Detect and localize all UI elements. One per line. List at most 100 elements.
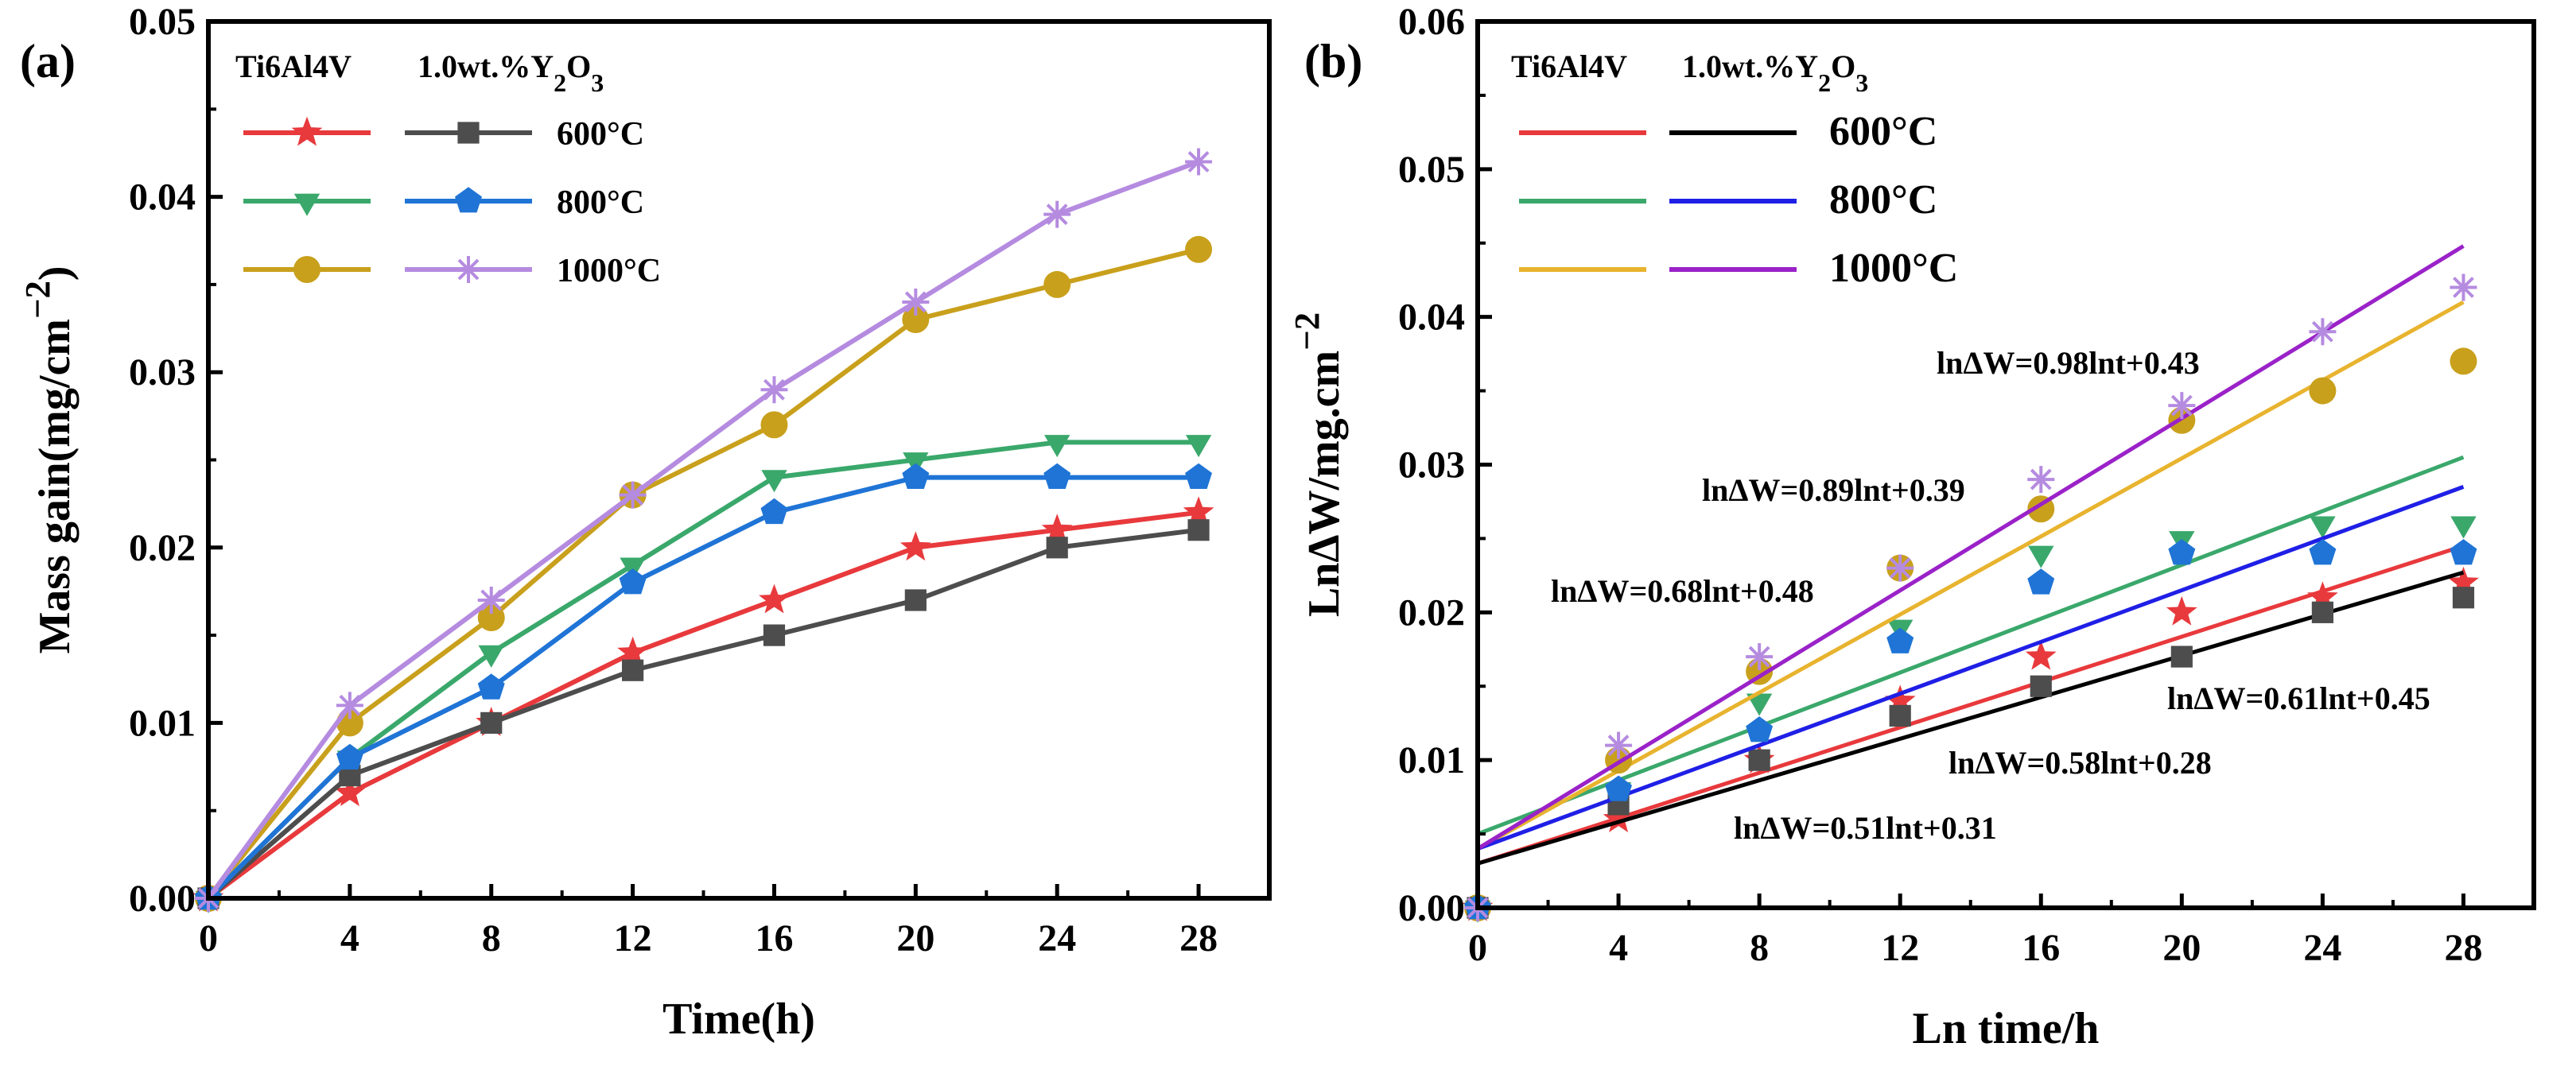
data-point [2448,566,2479,596]
fit-line [1477,455,2465,836]
data-point [1746,693,1773,716]
y-tick-label: 0.01 [129,702,196,744]
data-point [763,624,786,646]
data-point [2168,392,2196,420]
legend: Ti6Al4V 1.0wt.%Y2O3 600°C 800°C 1000°C [1511,48,1958,291]
series-800-ti6al4v [195,435,1212,913]
y-tick-label: 0.00 [129,878,196,920]
x-axis: 0 4 8 12 16 20 24 28 [199,884,1218,960]
data-point [760,498,788,525]
data-point [1043,463,1071,489]
data-point [2030,675,2052,697]
data-point [2450,539,2477,565]
fit-line [1476,300,2465,851]
data-point [2027,466,2055,494]
legend-label: 600°C [1829,109,1937,154]
data-point [2027,568,2055,595]
fit-equation: lnΔW=0.68lnt+0.48 [1551,573,1814,609]
series-600-y2o3 [197,519,1210,909]
data-point [1886,554,1914,582]
data-point [1185,435,1212,458]
x-tick-label: 0 [199,917,218,960]
legend-marker [291,116,323,146]
fit-equation: lnΔW=0.58lnt+0.28 [1949,745,2212,781]
data-point [1605,731,1633,759]
legend-label: 800°C [557,184,644,221]
y-tick-label: 0.03 [129,351,196,393]
panel-b: 0 4 8 12 16 20 24 280.000.010.020.030.040.050.0… [1287,1,2536,1053]
legend-marker [455,256,482,283]
x-tick-label: 24 [1038,917,1076,960]
legend-swatch [243,116,371,146]
data-point [336,692,363,719]
data-point [2450,516,2477,539]
series-line [207,510,1199,901]
x-tick-label: 20 [2162,927,2201,969]
data-point [619,481,647,509]
data-point [1185,463,1212,489]
legend-label: 1000°C [1829,246,1958,291]
y-axis: 0.00 0.01 0.02 0.03 0.04 0.05 0.06 [1398,1,1492,929]
data-point [2028,545,2054,568]
x-tick-label: 16 [755,917,793,960]
legend-swatch [405,187,532,213]
data-point [1041,514,1073,544]
fit-line [1477,485,2465,851]
data-point [902,463,930,489]
data-point [1187,519,1210,541]
data-point [902,288,930,316]
data-point [1183,496,1214,526]
x-tick-label: 28 [2444,927,2482,969]
x-tick-label: 4 [1609,927,1628,969]
data-point [760,376,788,404]
data-point [759,583,790,614]
y-tick-label: 0.04 [1398,297,1465,339]
data-point [1748,749,1770,771]
data-point [622,659,644,681]
data-point [2168,539,2196,565]
data-point [1043,200,1071,228]
y-tick-label: 0.00 [1398,887,1465,929]
fit-annotations: lnΔW=0.58lnt+0.28 lnΔW=0.68lnt+0.48 lnΔW=0… [1551,345,2430,846]
data-point [2450,273,2477,301]
x-tick-label: 16 [2022,927,2060,969]
x-axis-title: Ln time/h [1913,1004,2100,1053]
data-point [478,645,504,668]
x-tick-label: 8 [1750,927,1769,969]
series-line [206,159,1200,900]
data-point [619,568,647,595]
y-tick-label: 0.02 [1398,591,1465,634]
fit-equation: lnΔW=0.61lnt+0.45 [2167,680,2430,716]
legend-marker [293,193,321,216]
y-tick-label: 0.01 [1398,739,1465,781]
data-point [1889,704,1911,727]
legend: Ti6Al4V 1.0wt.%Y2O3 600°C 800°C 1000°C [235,48,661,289]
legend-swatch [405,122,532,144]
fit-line [1477,570,2465,866]
data-point [761,470,787,493]
series-line [206,475,1199,901]
data-point [760,411,788,439]
legend-marker [457,122,480,144]
series-1000-ti6al4v [195,235,1213,912]
data-point [2307,581,2338,611]
y-tick-label: 0.05 [1398,149,1465,191]
data-point [334,777,366,807]
data-point [477,586,505,614]
y-tick-label: 0.05 [129,1,196,43]
data-point [2309,539,2337,565]
data-point [2025,640,2057,670]
series-1000-y2o3 [195,148,1213,912]
data-point [1603,803,1634,832]
legend-header-y2o3: 1.0wt.%Y2O3 [1682,48,1868,97]
data-point [617,636,648,666]
fit-equation: lnΔW=0.51lnt+0.31 [1734,810,1997,846]
legend-swatch [243,193,371,216]
legend-header-ti6al4v: Ti6Al4V [235,48,352,84]
y-tick-label: 0.02 [129,527,196,569]
x-tick-label: 8 [482,917,501,960]
legend-label: 600°C [557,116,644,153]
series-line [206,246,1199,900]
data-point [2450,347,2477,375]
x-tick-label: 24 [2303,927,2341,969]
